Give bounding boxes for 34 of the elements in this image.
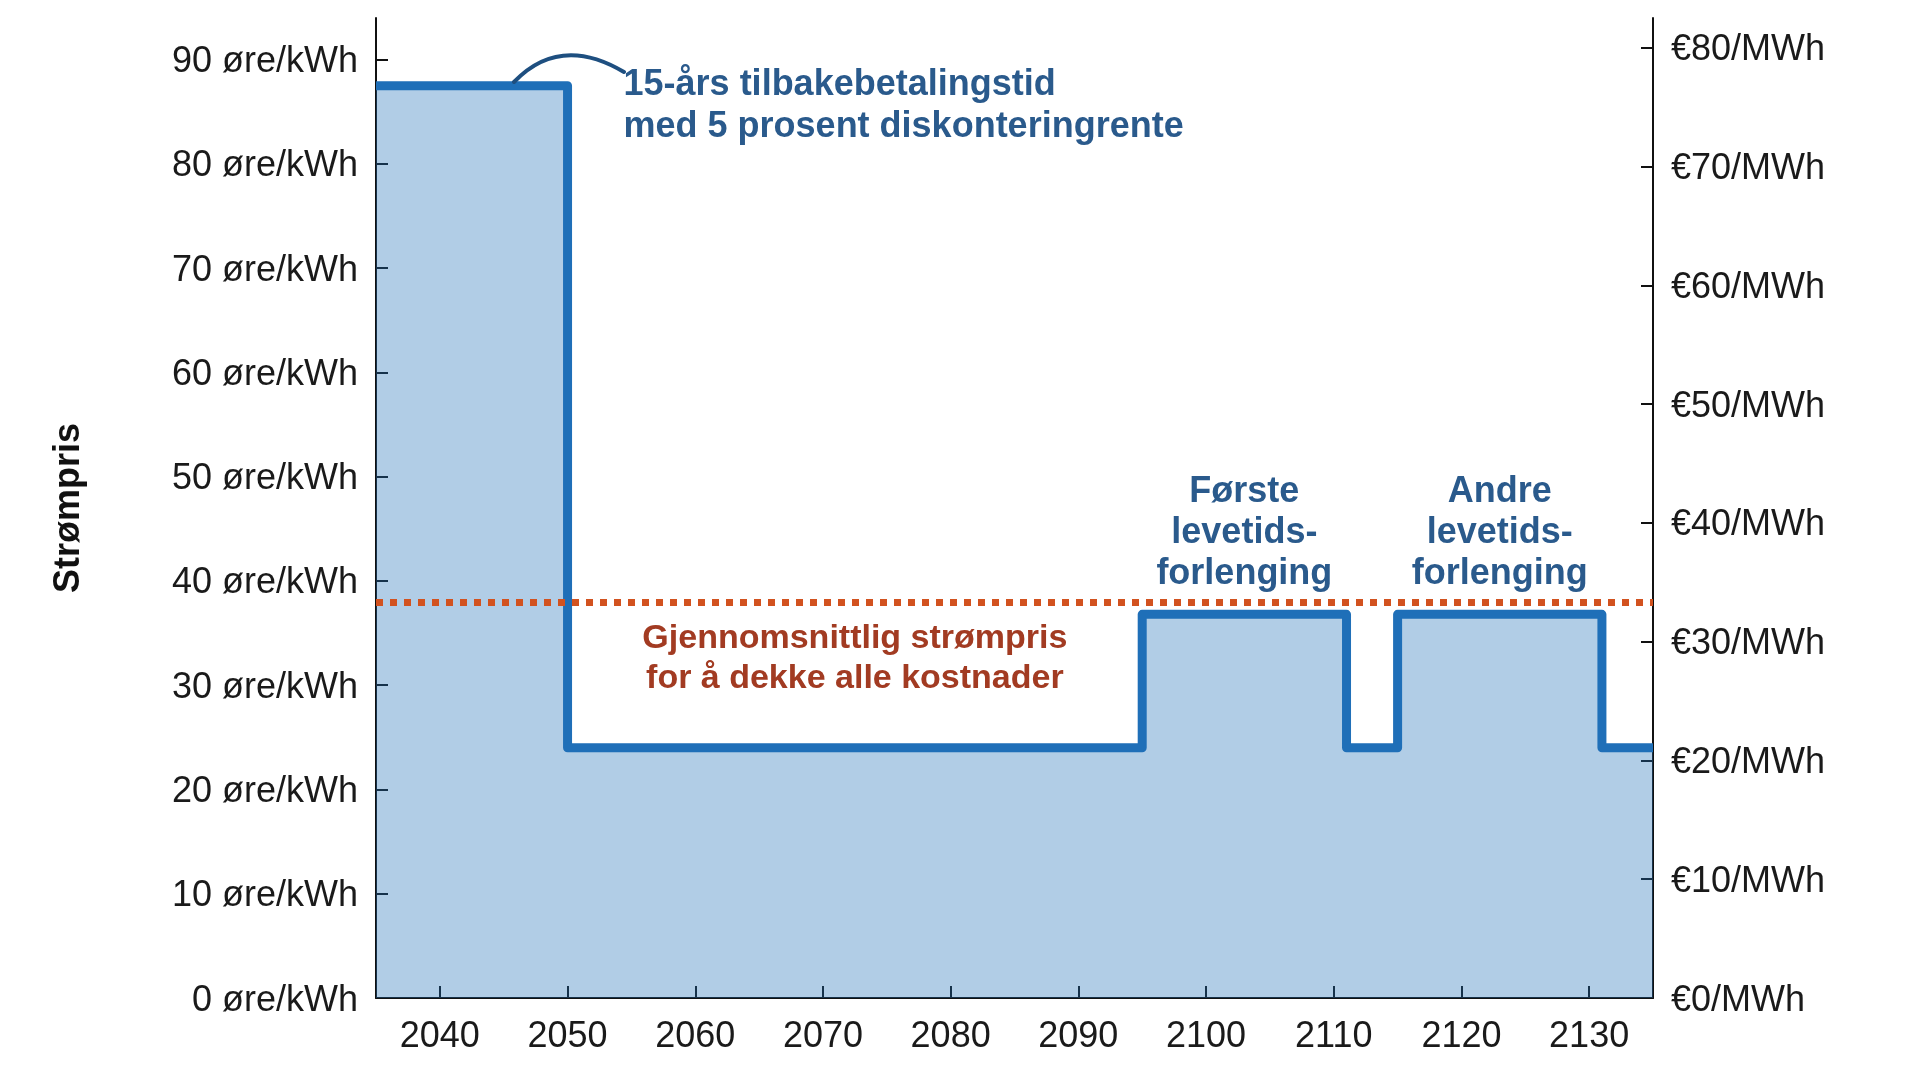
y2-tick-label: €80/MWh: [1671, 27, 1826, 69]
ref-line-label: Gjennomsnittlig strømpris for å dekke alle kostnader: [642, 616, 1068, 695]
y2-tick-label: €10/MWh: [1671, 858, 1826, 900]
y2-tick-label: €20/MWh: [1671, 739, 1826, 781]
y2-tick-label: €40/MWh: [1671, 502, 1826, 544]
x-tick-label: 2120: [1421, 1013, 1502, 1055]
x-tick-label: 2080: [910, 1013, 991, 1055]
x-tick-label: 2100: [1166, 1013, 1247, 1055]
y2-tick-label: €70/MWh: [1671, 145, 1826, 187]
y2-tick-label: €60/MWh: [1671, 264, 1826, 306]
x-tick-label: 2110: [1295, 1013, 1373, 1055]
x-tick-label: 2040: [399, 1013, 480, 1055]
y-tick-label: 20 øre/kWh: [171, 768, 358, 810]
y-tick-label: 40 øre/kWh: [171, 560, 358, 602]
y2-tick-label: €50/MWh: [1671, 383, 1826, 425]
annotation: Andre levetids- forlenging: [1411, 469, 1588, 593]
y-tick-label: 50 øre/kWh: [171, 456, 358, 498]
y-tick-label: 10 øre/kWh: [171, 873, 358, 915]
x-tick-label: 2050: [527, 1013, 608, 1055]
x-tick-label: 2130: [1549, 1013, 1630, 1055]
y-tick-label: 60 øre/kWh: [171, 351, 358, 393]
y-tick-label: 90 øre/kWh: [171, 39, 358, 81]
y2-tick-label: €0/MWh: [1671, 977, 1806, 1019]
y-tick-label: 70 øre/kWh: [171, 247, 358, 289]
y-axis-title: Strømpris: [45, 422, 87, 594]
x-tick-label: 2060: [655, 1013, 736, 1055]
annotation: Første levetids- forlenging: [1156, 469, 1333, 593]
x-tick-label: 2090: [1038, 1013, 1119, 1055]
x-tick-label: 2070: [782, 1013, 863, 1055]
y-tick-label: 0 øre/kWh: [191, 977, 358, 1019]
annotation: 15-års tilbakebetalingstid med 5 prosent diskonteringrente: [623, 62, 1184, 146]
y-tick-label: 30 øre/kWh: [171, 664, 358, 706]
y-tick-label: 80 øre/kWh: [171, 143, 358, 185]
y2-tick-label: €30/MWh: [1671, 621, 1826, 663]
